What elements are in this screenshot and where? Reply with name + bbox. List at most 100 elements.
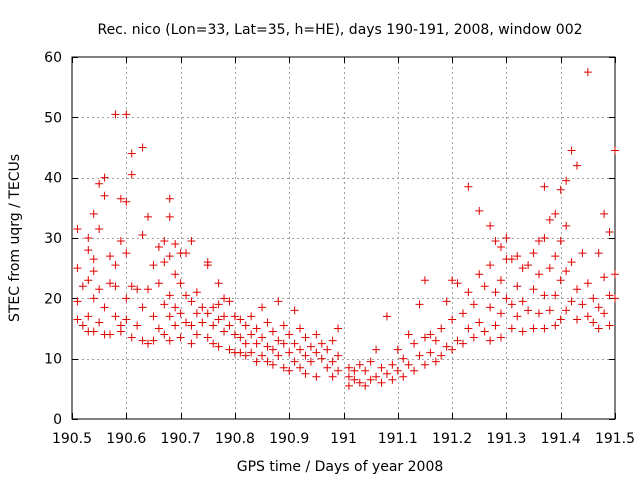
data-point (594, 303, 603, 312)
data-point (165, 252, 174, 261)
data-point (306, 342, 315, 351)
data-point (279, 363, 288, 372)
data-point (203, 261, 212, 270)
y-tick-labels: 0 10 20 30 40 50 60 (44, 50, 62, 428)
data-point (285, 348, 294, 357)
data-point (344, 372, 353, 381)
data-point (464, 182, 473, 191)
data-point (551, 321, 560, 330)
data-point (562, 176, 571, 185)
data-point (78, 282, 87, 291)
data-point (600, 273, 609, 282)
data-point (290, 357, 299, 366)
data-point (133, 285, 142, 294)
y-tick-label: 0 (53, 412, 62, 428)
data-point (437, 351, 446, 360)
data-point (600, 309, 609, 318)
data-point (263, 342, 272, 351)
data-point (106, 279, 115, 288)
data-point (453, 279, 462, 288)
data-point (502, 234, 511, 242)
data-point (551, 291, 560, 300)
data-point (458, 339, 467, 348)
data-point (334, 351, 343, 360)
data-point (491, 288, 500, 297)
data-point (220, 312, 229, 321)
data-point (89, 294, 98, 303)
data-point (529, 324, 538, 333)
data-point (420, 360, 429, 369)
data-point (95, 318, 104, 327)
data-point (176, 309, 185, 318)
data-point (236, 333, 245, 342)
data-point (350, 375, 359, 384)
data-point (475, 206, 484, 215)
data-point (285, 330, 294, 339)
x-tick-label: 190.7 (161, 431, 201, 447)
data-point (296, 324, 305, 333)
data-point (89, 267, 98, 276)
data-point (127, 149, 136, 158)
data-point (393, 345, 402, 354)
data-point (225, 345, 234, 354)
grid-lines (72, 57, 615, 419)
chart-title: Rec. nico (Lon=33, Lat=35, h=HE), days 1… (97, 22, 582, 38)
data-point (225, 297, 234, 306)
data-point (192, 288, 201, 297)
data-point (192, 330, 201, 339)
data-point (448, 276, 457, 285)
data-point (426, 330, 435, 339)
data-point (567, 146, 576, 155)
data-point (507, 255, 516, 264)
data-point (518, 327, 527, 336)
data-point (361, 381, 370, 390)
data-point (290, 306, 299, 315)
x-tick-labels: 190.5 190.6 190.7 190.8 190.9 191 191.1 191.2 19… (52, 431, 635, 447)
data-point (545, 306, 554, 315)
data-point (236, 348, 245, 357)
data-point (529, 249, 538, 258)
data-point (138, 230, 147, 239)
data-point (486, 221, 495, 230)
data-point (524, 306, 533, 315)
data-point (507, 300, 516, 309)
data-point (496, 333, 505, 342)
data-points (73, 68, 619, 390)
data-point (551, 252, 560, 261)
data-point (73, 264, 82, 273)
data-point (377, 363, 386, 372)
y-tick-label: 40 (44, 171, 62, 187)
data-point (122, 110, 131, 119)
data-point (469, 333, 478, 342)
data-point (306, 357, 315, 366)
data-point (89, 255, 98, 264)
data-point (399, 354, 408, 363)
data-point (252, 357, 261, 366)
data-point (95, 285, 104, 294)
data-point (138, 336, 147, 345)
data-point (583, 279, 592, 288)
data-point (540, 324, 549, 333)
data-point (111, 312, 120, 321)
data-point (209, 339, 218, 348)
data-point (513, 282, 522, 291)
x-tick-label: 190.9 (269, 431, 309, 447)
data-point (415, 300, 424, 309)
data-point (388, 360, 397, 369)
data-point (529, 285, 538, 294)
data-point (100, 191, 109, 200)
data-point (127, 282, 136, 291)
data-point (328, 372, 337, 381)
data-point (572, 285, 581, 294)
data-point (198, 303, 207, 312)
data-point (241, 351, 250, 360)
data-point (344, 381, 353, 390)
data-point (258, 333, 267, 342)
data-point (437, 324, 446, 333)
data-point (534, 309, 543, 318)
data-point (78, 321, 87, 330)
data-point (171, 240, 180, 249)
data-point (382, 312, 391, 321)
data-point (209, 321, 218, 330)
data-point (458, 309, 467, 318)
